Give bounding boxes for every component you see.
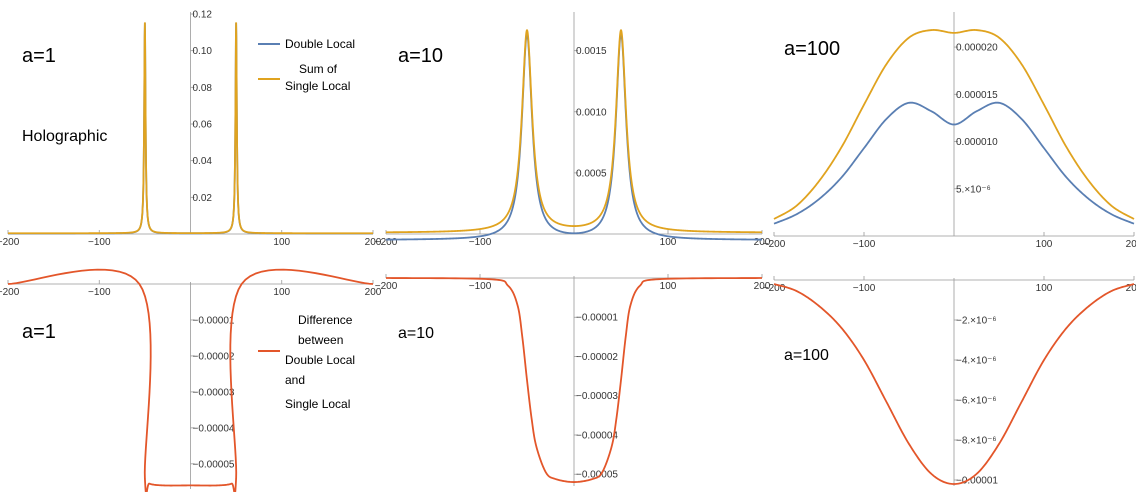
panel-a100-bottom: −200 −100 100 200 −2.×10⁻⁶ −4.×10⁻⁶ −6.×10⁻⁶ −8… bbox=[763, 276, 1136, 487]
x-tick-label: 200 bbox=[365, 237, 382, 248]
panel-subtitle-holographic: Holographic bbox=[22, 128, 107, 145]
y-tick-label: −0.00002 bbox=[576, 352, 618, 363]
panel-label-a10-bottom: a=10 bbox=[398, 325, 434, 342]
y-tick-label: 0.0005 bbox=[576, 168, 607, 179]
x-tick-label: −200 bbox=[375, 237, 398, 248]
panel-label-a1-bottom: a=1 bbox=[22, 321, 56, 343]
x-tick-label: 200 bbox=[754, 281, 771, 292]
panel-a1-top: −200 −100 100 200 0.02 0.04 0.06 0.08 0.10 0.12 bbox=[0, 10, 382, 249]
x-tick-label: −100 bbox=[88, 237, 111, 248]
x-tick-label: −200 bbox=[763, 239, 786, 250]
y-tick-label: −0.00001 bbox=[193, 315, 235, 326]
y-tick-label: −0.00004 bbox=[576, 430, 618, 441]
series-line-sum-single-local bbox=[8, 22, 373, 235]
y-tick-label: 0.02 bbox=[193, 193, 213, 204]
legend-label-difference-line4: and bbox=[285, 373, 305, 387]
x-tick-label: −100 bbox=[469, 281, 492, 292]
x-tick-label: −100 bbox=[853, 239, 876, 250]
x-tick-label: 100 bbox=[1036, 239, 1053, 250]
x-tick-label: 200 bbox=[365, 287, 382, 298]
y-tick-label: −0.00003 bbox=[193, 387, 235, 398]
x-tick-label: −200 bbox=[0, 237, 20, 248]
y-tick-label: −0.00002 bbox=[193, 351, 235, 362]
x-tick-label: −100 bbox=[469, 237, 492, 248]
x-tick-label: 200 bbox=[1126, 239, 1136, 250]
panel-label-a100-bottom: a=100 bbox=[784, 347, 829, 364]
series-line-difference bbox=[773, 283, 1135, 485]
series-line-sum-single-local bbox=[773, 29, 1135, 220]
panel-a100-top: −200 −100 100 200 5.×10⁻⁶ 0.000010 0.000015 0.0… bbox=[763, 12, 1136, 250]
y-tick-label: 5.×10⁻⁶ bbox=[956, 184, 991, 195]
x-tick-label: 100 bbox=[660, 237, 677, 248]
y-tick-label: 0.12 bbox=[193, 10, 213, 21]
y-tick-label: −0.00001 bbox=[576, 313, 618, 324]
y-tick-label: 0.000010 bbox=[956, 137, 998, 148]
x-tick-label: 100 bbox=[273, 287, 290, 298]
y-tick-label: −6.×10⁻⁶ bbox=[956, 396, 997, 407]
y-tick-label: 0.0010 bbox=[576, 107, 607, 118]
legend-label-difference-line3: Double Local bbox=[285, 353, 355, 367]
x-tick-label: 100 bbox=[660, 281, 677, 292]
y-tick-label: −2.×10⁻⁶ bbox=[956, 316, 997, 327]
panel-a10-bottom: −200 −100 100 200 −0.00001 −0.00002 −0.00003 −0… bbox=[375, 274, 771, 486]
y-tick-label: −8.×10⁻⁶ bbox=[956, 436, 997, 447]
y-tick-label: −0.00003 bbox=[576, 391, 618, 402]
legend-label-sum-single-line1: Sum of bbox=[299, 62, 338, 76]
legend-label-double-local: Double Local bbox=[285, 37, 355, 51]
x-tick-label: 200 bbox=[754, 237, 771, 248]
panel-a10-top: −200 −100 100 200 0.0005 0.0010 0.0015 bbox=[375, 12, 771, 248]
x-tick-label: 100 bbox=[273, 237, 290, 248]
y-tick-label: 0.04 bbox=[193, 156, 213, 167]
y-tick-label: 0.0015 bbox=[576, 46, 607, 57]
series-line-difference bbox=[385, 277, 763, 483]
x-tick-label: 200 bbox=[1126, 283, 1136, 294]
series-line-double-local bbox=[386, 32, 762, 241]
y-tick-label: −0.00005 bbox=[576, 470, 618, 481]
series-line-difference bbox=[7, 268, 374, 492]
legend-label-difference-line1: Difference bbox=[298, 313, 353, 327]
x-tick-label: −200 bbox=[375, 281, 398, 292]
legend-label-difference-line5: Single Local bbox=[285, 397, 350, 411]
series-line-double-local bbox=[773, 101, 1135, 225]
y-tick-label: −0.00005 bbox=[193, 459, 235, 470]
legend-top: Double Local Sum of Single Local bbox=[258, 37, 355, 93]
x-tick-label: 100 bbox=[1036, 283, 1053, 294]
panel-label-a10-top: a=10 bbox=[398, 45, 443, 67]
y-tick-label: −4.×10⁻⁶ bbox=[956, 356, 997, 367]
y-tick-label: −0.00001 bbox=[956, 476, 998, 487]
y-tick-label: 0.06 bbox=[193, 120, 213, 131]
panel-a1-bottom: −200 −100 100 200 −0.00001 −0.00002 −0.00003 −0… bbox=[0, 268, 382, 492]
x-tick-label: −100 bbox=[853, 283, 876, 294]
legend-bottom: Difference between Double Local and Sing… bbox=[258, 313, 355, 411]
x-tick-label: −100 bbox=[88, 287, 111, 298]
panel-label-a100-top: a=100 bbox=[784, 38, 840, 60]
x-tick-label: −200 bbox=[0, 287, 20, 298]
legend-label-difference-line2: between bbox=[298, 333, 343, 347]
y-tick-label: −0.00004 bbox=[193, 423, 235, 434]
x-tick-label: −200 bbox=[763, 283, 786, 294]
y-tick-label: 0.10 bbox=[193, 46, 213, 57]
panel-label-a1-top: a=1 bbox=[22, 45, 56, 67]
y-tick-label: 0.000020 bbox=[956, 43, 998, 54]
y-tick-label: 0.000015 bbox=[956, 90, 998, 101]
legend-label-sum-single-line2: Single Local bbox=[285, 79, 350, 93]
series-line-sum-single-local bbox=[386, 28, 762, 234]
y-tick-label: 0.08 bbox=[193, 83, 213, 94]
